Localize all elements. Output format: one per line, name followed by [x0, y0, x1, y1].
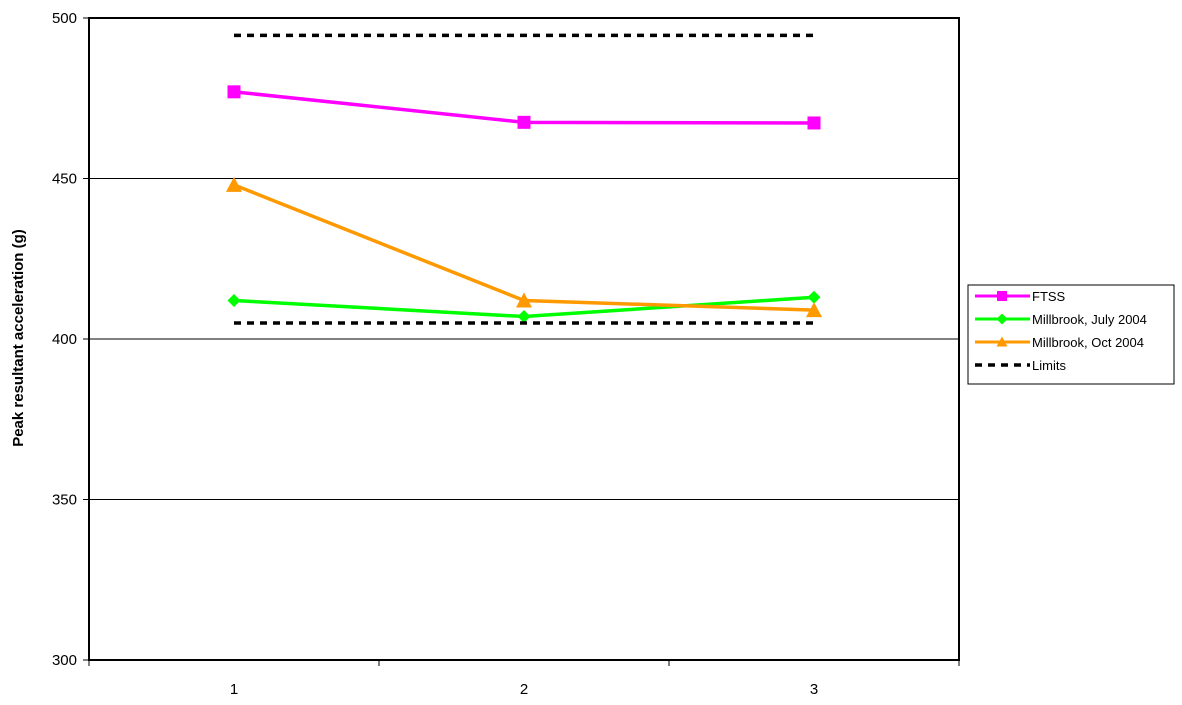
series-2 — [226, 176, 822, 318]
data-point — [516, 292, 532, 308]
x-tick-label: 2 — [520, 681, 528, 698]
axes: 300 350 400 450 500 1 2 3 — [52, 10, 960, 698]
data-point — [226, 176, 242, 192]
series-3 — [234, 33, 814, 325]
data-point — [807, 290, 821, 304]
legend-label: FTSS — [1032, 289, 1066, 304]
x-tick-label: 3 — [810, 681, 818, 698]
data-point — [227, 85, 241, 99]
legend-marker — [996, 336, 1008, 347]
series-line — [233, 183, 815, 312]
x-tick-label: 1 — [230, 681, 238, 698]
data-point — [807, 116, 821, 130]
data-point — [517, 310, 531, 324]
legend-label: Limits — [1032, 358, 1066, 373]
data-point — [517, 115, 531, 129]
y-tick-label: 450 — [52, 171, 77, 188]
data-point — [806, 302, 822, 318]
y-axis-label: Peak resultant acceleration (g) — [10, 229, 27, 447]
legend-label: Millbrook, July 2004 — [1032, 312, 1147, 327]
legend: FTSS Millbrook, July 2004 Millbrook, Oct 2… — [967, 284, 1175, 385]
legend-item-2: Millbrook, Oct 2004 — [975, 335, 1144, 350]
data-point — [227, 293, 241, 307]
legend-marker — [997, 291, 1007, 301]
series-0 — [227, 85, 821, 130]
legend-box — [967, 284, 1175, 385]
legend-item-1: Millbrook, July 2004 — [975, 312, 1147, 327]
y-tick-label: 400 — [52, 331, 77, 348]
legend-marker — [996, 313, 1008, 325]
series-1 — [227, 290, 821, 324]
y-tick-label: 300 — [52, 652, 77, 669]
y-tick-label: 500 — [52, 10, 77, 27]
series — [226, 33, 822, 325]
legend-item-0: FTSS — [975, 289, 1066, 304]
gridlines — [89, 178, 959, 500]
y-tick-label: 350 — [52, 492, 77, 509]
legend-item-3: Limits — [975, 358, 1066, 373]
legend-label: Millbrook, Oct 2004 — [1032, 335, 1144, 350]
